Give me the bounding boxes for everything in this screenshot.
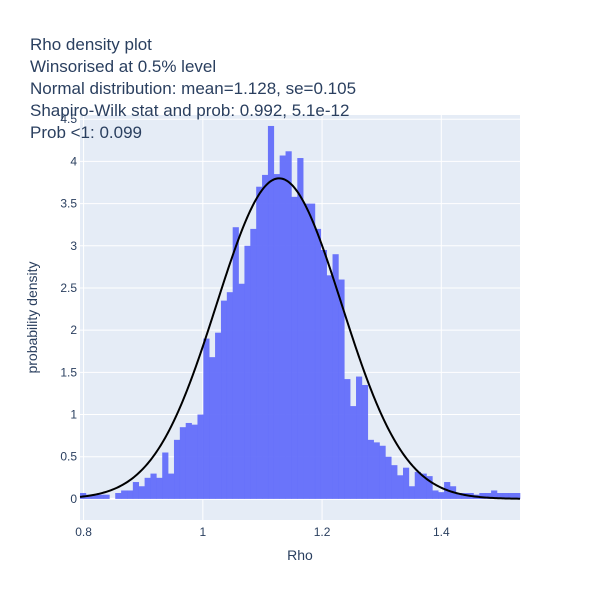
histogram-bar xyxy=(391,465,398,499)
histogram-bar xyxy=(173,439,181,499)
histogram-bar xyxy=(132,482,140,499)
histogram-bar xyxy=(138,486,145,499)
histogram-bar xyxy=(508,493,515,499)
title-line-3: Normal distribution: mean=1.128, se=0.10… xyxy=(30,79,356,98)
histogram-bar xyxy=(479,493,486,499)
histogram-bar xyxy=(303,203,310,499)
histogram-bar xyxy=(121,490,128,499)
histogram-bar xyxy=(215,332,222,499)
x-tick-label: 1 xyxy=(199,525,206,539)
histogram-bar xyxy=(85,494,93,499)
y-tick-label: 4 xyxy=(70,154,77,168)
normal-density-curve xyxy=(79,177,521,500)
histogram-bar xyxy=(420,473,427,499)
histogram-bar xyxy=(332,254,339,499)
histogram-bar xyxy=(220,300,228,499)
histogram-bar xyxy=(126,490,134,499)
y-tick-label: 0.5 xyxy=(60,450,77,464)
histogram-bar xyxy=(485,493,492,499)
histogram-bar xyxy=(491,490,498,499)
histogram-bar xyxy=(438,492,445,499)
histogram-bar xyxy=(338,279,345,499)
histogram-bar xyxy=(226,292,233,499)
y-tick-label: 0 xyxy=(70,492,77,506)
histogram-bar xyxy=(197,414,204,499)
y-axis-title: probability density xyxy=(24,261,40,373)
histogram-bar xyxy=(426,476,433,499)
title-line-1: Rho density plot xyxy=(30,35,152,54)
x-axis-title: Rho xyxy=(287,547,313,563)
title-line-2: Winsorised at 0.5% level xyxy=(30,57,216,76)
histogram-bar xyxy=(244,245,251,499)
title-line-5: Prob <1: 0.099 xyxy=(30,123,142,142)
histogram-bar xyxy=(455,493,463,499)
histogram-bar xyxy=(144,477,151,499)
histogram-bar xyxy=(402,467,410,499)
x-tick-label: 0.8 xyxy=(75,525,92,539)
histogram-bar xyxy=(203,338,210,499)
histogram-bar xyxy=(414,471,421,499)
y-tick-label: 2 xyxy=(70,323,77,337)
histogram-bar xyxy=(385,456,392,499)
histogram-bar xyxy=(350,406,357,499)
histogram-bar xyxy=(150,473,157,499)
histogram-bar xyxy=(185,422,192,499)
histogram-bar xyxy=(256,186,263,499)
y-tick-label: 1.5 xyxy=(60,365,77,379)
histogram-bar xyxy=(238,283,245,499)
y-tick-label: 2.5 xyxy=(60,281,77,295)
histogram-bar xyxy=(314,228,322,499)
histogram-bar xyxy=(309,203,316,499)
histogram-bar xyxy=(432,490,439,499)
y-tick-label: 3 xyxy=(70,239,77,253)
histogram-bar xyxy=(267,125,275,499)
histogram-bar xyxy=(344,379,351,499)
histogram-bar xyxy=(367,439,374,499)
chart-title: Rho density plot Winsorised at 0.5% leve… xyxy=(30,35,356,142)
histogram-bar xyxy=(162,452,169,499)
histogram-bar xyxy=(297,158,304,499)
histogram-bar xyxy=(514,493,521,499)
histogram-bar xyxy=(156,477,163,499)
y-tick-label: 4.5 xyxy=(60,112,77,126)
histogram-bar xyxy=(379,445,386,499)
histogram-bar xyxy=(361,385,369,499)
x-tick-label: 1.2 xyxy=(314,525,331,539)
histogram-bar xyxy=(356,376,363,499)
histogram-bar xyxy=(408,486,416,499)
histogram-bar xyxy=(285,151,292,499)
histogram-bar xyxy=(191,424,198,499)
histogram-bar xyxy=(232,227,239,499)
histogram-bar xyxy=(262,174,269,499)
histogram-bar xyxy=(250,228,257,499)
x-tick-labels: 0.8 1 1.2 1.4 xyxy=(75,525,450,539)
histogram-bar xyxy=(209,357,216,499)
y-tick-label: 1 xyxy=(70,408,77,422)
histogram-bar xyxy=(273,174,280,499)
histogram-bar xyxy=(326,275,333,499)
histogram-bar xyxy=(91,494,98,499)
histogram-bar xyxy=(291,196,298,499)
x-tick-label: 1.4 xyxy=(433,525,450,539)
histogram-bar xyxy=(373,442,380,499)
histogram-bar xyxy=(115,493,122,499)
histogram-bar xyxy=(502,493,510,499)
histogram-bar xyxy=(397,475,404,499)
histogram-bar xyxy=(168,473,175,499)
histogram-bar xyxy=(496,493,504,499)
histogram-bar xyxy=(320,250,327,499)
y-tick-labels: 0 0.5 1 1.5 2 2.5 3 3.5 4 4.5 xyxy=(60,112,77,506)
histogram-bar xyxy=(97,494,104,499)
title-line-4: Shapiro-Wilk stat and prob: 0.992, 5.1e-… xyxy=(30,101,349,120)
y-tick-label: 3.5 xyxy=(60,197,77,211)
histogram-bar xyxy=(103,494,110,499)
histogram-bar xyxy=(179,427,187,499)
histogram-bar xyxy=(279,155,286,499)
